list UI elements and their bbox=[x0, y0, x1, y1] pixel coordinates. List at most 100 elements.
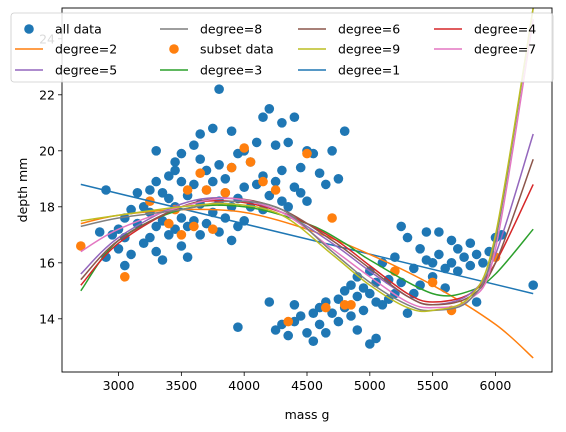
all-data-point bbox=[371, 333, 381, 344]
all-data-point bbox=[270, 325, 281, 335]
all-data-point bbox=[157, 255, 168, 265]
all-data-point bbox=[321, 328, 331, 338]
subset-data-point bbox=[76, 241, 86, 251]
all-data-point bbox=[277, 196, 287, 206]
all-data-point bbox=[327, 308, 337, 319]
all-data-point bbox=[415, 244, 425, 254]
all-data-point bbox=[440, 263, 451, 274]
legend-label-degree-4: degree=4 bbox=[474, 22, 536, 37]
subset-data-point bbox=[201, 185, 212, 195]
all-data-point bbox=[333, 294, 344, 305]
all-data-point bbox=[434, 249, 444, 260]
all-data-point bbox=[126, 249, 136, 260]
subset-data-point bbox=[220, 188, 231, 198]
subset-data-point bbox=[176, 230, 187, 240]
all-data-point bbox=[289, 300, 300, 310]
all-data-point bbox=[182, 252, 193, 262]
subset-data-point bbox=[346, 300, 356, 310]
y-tick-label: 14 bbox=[39, 311, 55, 326]
subset-data-point bbox=[226, 162, 237, 173]
subset-data-point bbox=[245, 157, 256, 167]
all-data-point bbox=[446, 235, 457, 246]
all-data-point bbox=[138, 202, 149, 212]
all-data-point bbox=[220, 174, 231, 184]
y-tick-label: 16 bbox=[39, 255, 55, 270]
all-data-point bbox=[427, 258, 438, 268]
all-data-point bbox=[233, 322, 243, 333]
all-data-point bbox=[308, 336, 319, 347]
subset-data-point bbox=[195, 168, 205, 178]
all-data-point bbox=[459, 252, 469, 262]
x-tick-label: 6000 bbox=[480, 378, 512, 393]
subset-data-point bbox=[120, 272, 130, 282]
all-data-point bbox=[440, 283, 451, 293]
all-data-point bbox=[434, 227, 444, 237]
all-data-point bbox=[170, 224, 180, 234]
all-data-point bbox=[145, 185, 155, 195]
legend: all data degree=2 degree=5 degree=8 subset d… bbox=[10, 12, 554, 83]
subset-data-point bbox=[321, 302, 331, 313]
all-data-point bbox=[314, 319, 325, 330]
all-data-point bbox=[126, 204, 136, 215]
legend-label-degree-8: degree=8 bbox=[200, 22, 262, 37]
all-data-point bbox=[164, 230, 174, 240]
all-data-point bbox=[327, 146, 337, 156]
all-data-point bbox=[264, 297, 275, 307]
all-data-point bbox=[195, 129, 205, 139]
all-data-point bbox=[208, 176, 218, 187]
all-data-point bbox=[478, 258, 488, 268]
x-tick-label: 5000 bbox=[354, 378, 386, 393]
y-tick-label: 20 bbox=[39, 143, 55, 158]
all-data-point bbox=[283, 330, 294, 341]
all-data-point bbox=[283, 137, 294, 148]
x-axis-label: mass g bbox=[285, 407, 330, 422]
all-data-point bbox=[239, 182, 249, 192]
all-data-point bbox=[176, 241, 187, 251]
all-data-point bbox=[295, 311, 306, 321]
legend-label-degree-9: degree=9 bbox=[338, 42, 400, 57]
subset-data-point bbox=[239, 143, 249, 153]
legend-label-subset-data: subset data bbox=[200, 42, 274, 57]
all-data-point bbox=[164, 171, 174, 181]
legend-label-degree-7: degree=7 bbox=[474, 42, 536, 57]
all-data-point bbox=[120, 213, 130, 223]
all-data-point bbox=[264, 190, 275, 201]
legend-box bbox=[10, 12, 554, 83]
all-data-point bbox=[138, 238, 149, 248]
all-data-point bbox=[277, 165, 287, 176]
all-data-point bbox=[170, 157, 180, 167]
all-data-point bbox=[528, 280, 538, 291]
all-data-point bbox=[453, 266, 463, 277]
legend-label-degree-3: degree=3 bbox=[200, 63, 262, 78]
all-data-point bbox=[333, 174, 344, 184]
all-data-point bbox=[283, 202, 294, 212]
all-data-point bbox=[226, 126, 237, 136]
all-data-point bbox=[339, 126, 350, 136]
subset-data-point bbox=[283, 316, 294, 327]
all-data-point bbox=[251, 137, 262, 148]
x-tick-label: 4000 bbox=[228, 378, 260, 393]
all-data-point bbox=[358, 283, 369, 293]
all-data-point bbox=[471, 249, 482, 260]
all-data-point bbox=[396, 221, 407, 232]
all-data-point bbox=[145, 232, 155, 243]
all-data-point bbox=[289, 112, 300, 122]
all-data-point bbox=[151, 246, 161, 257]
all-data-point bbox=[226, 235, 237, 246]
all-data-point bbox=[402, 232, 413, 243]
x-tick-label: 5500 bbox=[417, 378, 449, 393]
legend-label-degree-6: degree=6 bbox=[338, 22, 400, 37]
all-data-point bbox=[195, 230, 205, 240]
degree-5-line bbox=[80, 133, 534, 306]
legend-marker-subset-data bbox=[169, 44, 179, 54]
all-data-point bbox=[295, 162, 306, 173]
degree-8-line bbox=[80, 8, 534, 312]
all-data-point bbox=[151, 176, 161, 187]
all-data-point bbox=[302, 328, 312, 338]
all-data-point bbox=[402, 308, 413, 319]
all-data-point bbox=[214, 84, 224, 94]
all-data-point bbox=[471, 297, 482, 307]
all-data-point bbox=[258, 112, 268, 122]
fit-lines-layer bbox=[80, 8, 534, 359]
